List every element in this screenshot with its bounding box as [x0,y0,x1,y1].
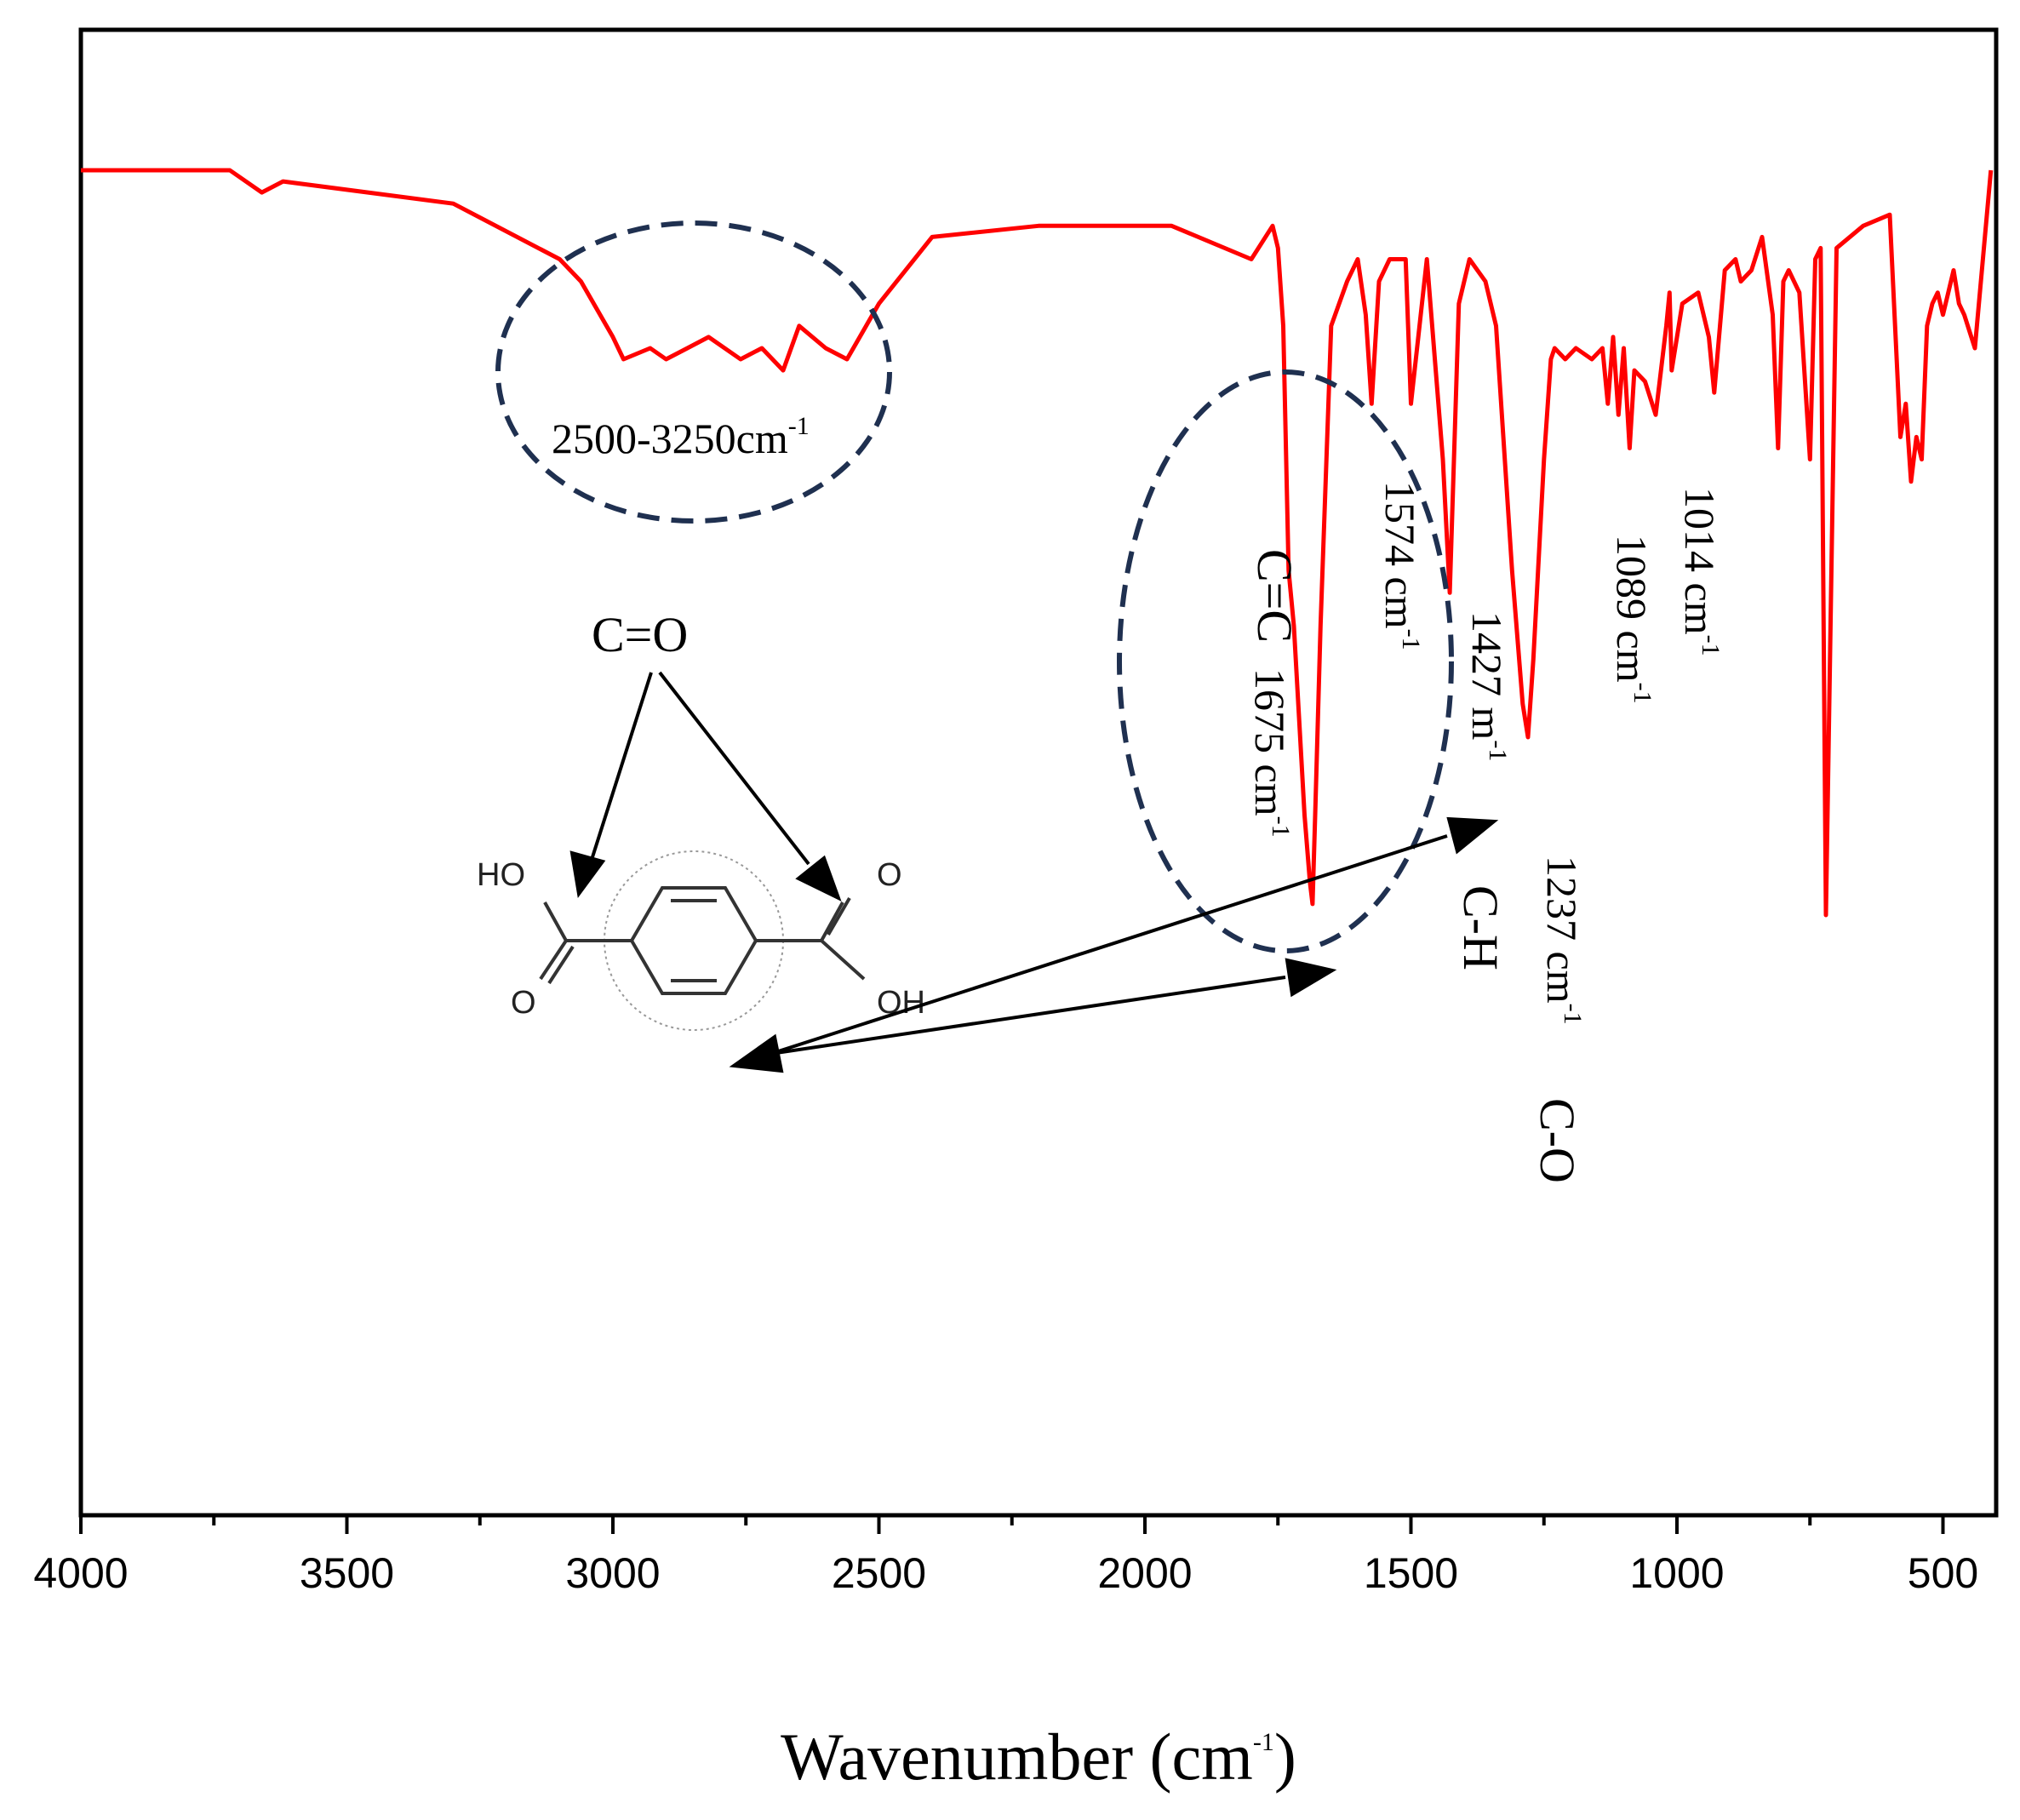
annotation-peak-1675: 1675 cm-1 [1246,668,1295,838]
annotation-c-h: C-H [1453,885,1508,970]
series-line-ftir-spectrum [81,168,1994,918]
annotation-c-double-c: C=C [1247,549,1302,643]
annotation-peak-1089: 1089 cm-1 [1608,535,1657,704]
annotation-peak-1427: 1427 m-1 [1463,611,1512,761]
chem-label-ho: HO [477,857,525,893]
annotation-peak-1574: 1574 cm-1 [1376,481,1425,650]
annotation-peak-1014: 1014 cm-1 [1676,487,1725,656]
annotation-c-o: C-O [1530,1098,1585,1183]
chem-label-oh: OH [877,985,925,1021]
chem-label-o-left: O [511,985,536,1021]
x-tick-label-4000: 4000 [33,1549,128,1597]
x-tick-label-3000: 3000 [565,1549,660,1597]
chem-label-o-right: O [877,857,902,893]
x-tick-label-3500: 3500 [300,1549,394,1597]
terephthalic-acid-structure [539,850,866,1031]
x-tick-label-2000: 2000 [1097,1549,1192,1597]
co-arrows [569,671,842,901]
ring-arrows [729,816,1499,1073]
x-axis-ticks [79,1515,1945,1534]
x-tick-label-1500: 1500 [1364,1549,1458,1597]
x-tick-label-1000: 1000 [1629,1549,1724,1597]
plot-frame [78,27,1999,1518]
x-tick-label-500: 500 [1908,1549,1978,1597]
x-axis-tick-labels: 4000 3500 3000 2500 2000 1500 1000 500 [33,1549,1978,1597]
cc-region-ellipse [1117,369,1454,953]
oh-region-ellipse [495,220,892,524]
annotation-peak-1237: 1237 cm-1 [1538,856,1587,1025]
annotation-c-double-o: C=O [592,607,688,662]
x-tick-label-2500: 2500 [832,1549,926,1597]
x-axis-title: Wavenumber (cm-1) [781,1720,1296,1794]
annotation-oh-region: 2500-3250cm-1 [552,412,810,462]
